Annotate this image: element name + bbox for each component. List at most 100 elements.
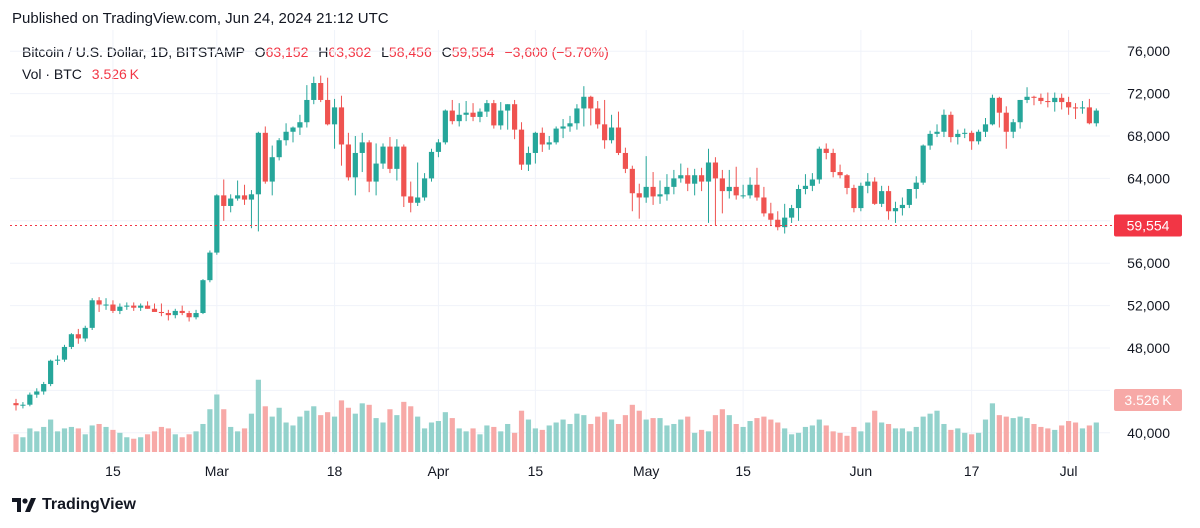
- candle-body: [158, 311, 165, 314]
- volume-bar: [941, 423, 947, 452]
- volume-bar: [442, 412, 448, 452]
- volume-bar: [913, 426, 919, 452]
- candle-body: [955, 133, 961, 138]
- volume-bar: [622, 415, 628, 452]
- candle-body: [484, 103, 490, 112]
- volume-bar: [1079, 428, 1086, 452]
- volume-bar: [484, 425, 490, 452]
- candle-body: [498, 110, 504, 126]
- volume-bar: [20, 437, 26, 452]
- volume-bar: [48, 419, 54, 452]
- published-caption: Published on TradingView.com, Jun 24, 20…: [12, 10, 389, 27]
- candle-body: [567, 123, 573, 127]
- volume-bar: [186, 434, 192, 452]
- volume-bar: [276, 407, 282, 452]
- volume-bar: [428, 422, 435, 452]
- candle-body: [193, 313, 199, 318]
- tradingview-logo[interactable]: TradingView: [12, 496, 136, 514]
- candle-body: [602, 124, 608, 141]
- candle-body: [1045, 101, 1051, 103]
- volume-bar: [297, 416, 303, 452]
- x-tick-label: 15: [735, 463, 751, 479]
- volume-bar: [366, 404, 372, 452]
- candle-body: [1031, 96, 1037, 98]
- candle-body: [1017, 99, 1023, 123]
- volume-bar: [491, 426, 497, 452]
- candle-body: [539, 132, 545, 145]
- candle-body: [698, 175, 705, 182]
- candle-body: [401, 146, 407, 197]
- close-value: 59,554: [451, 44, 495, 60]
- volume-bar: [228, 426, 234, 452]
- volume-bar: [13, 434, 19, 452]
- volume-bar: [1059, 425, 1065, 452]
- candle-body: [442, 110, 448, 143]
- x-tick-label: Apr: [428, 463, 450, 479]
- volume-bar: [872, 410, 878, 452]
- candle-body: [13, 403, 19, 406]
- candle-body: [373, 163, 379, 182]
- volume-bar: [41, 426, 47, 452]
- candle-body: [366, 142, 372, 182]
- volume-bar: [678, 419, 684, 452]
- volume-bar: [608, 419, 615, 452]
- candle-body: [311, 83, 317, 100]
- candle-body: [816, 148, 822, 180]
- volume-bar: [588, 423, 594, 452]
- volume-bar: [823, 425, 829, 452]
- candle-body: [96, 300, 102, 305]
- candle-body: [48, 360, 54, 385]
- volume-bar: [581, 415, 587, 452]
- volume-bar: [865, 422, 871, 452]
- volume-bar: [262, 406, 268, 452]
- candle-body: [740, 195, 746, 197]
- open-value: 63,152: [265, 44, 309, 60]
- candle-body: [214, 195, 220, 253]
- candle-body: [255, 132, 261, 195]
- tradingview-logo-text: TradingView: [42, 496, 136, 513]
- volume-bar: [782, 428, 788, 452]
- candle-body: [913, 182, 919, 189]
- candle-body: [705, 162, 712, 182]
- candle-body: [795, 189, 802, 209]
- candle-body: [920, 145, 926, 183]
- volume-bar: [602, 412, 608, 452]
- candle-body: [338, 107, 345, 145]
- candle-body: [802, 185, 809, 189]
- candle-body: [768, 213, 774, 220]
- volume-bar: [96, 423, 102, 452]
- candle-body: [650, 186, 656, 197]
- candle-body: [290, 127, 296, 132]
- candle-body: [844, 175, 850, 188]
- candle-body: [754, 184, 760, 198]
- symbol-legend: Bitcoin / U.S. Dollar, 1D, BITSTAMP O63,…: [22, 44, 609, 60]
- volume-bar: [179, 437, 185, 452]
- candle-body: [394, 146, 400, 169]
- candle-body: [608, 127, 615, 141]
- candle-body: [380, 146, 386, 164]
- volume-bar: [1086, 425, 1092, 452]
- volume-bar: [553, 422, 559, 452]
- volume-bar: [712, 415, 719, 452]
- volume-bar: [948, 429, 954, 452]
- volume-bar: [698, 429, 705, 452]
- candle-body: [138, 305, 144, 308]
- volume-bar: [103, 426, 109, 452]
- volume-bar: [470, 428, 476, 452]
- y-tick-label: 64,000: [1127, 170, 1170, 186]
- volume-bar: [1045, 428, 1051, 452]
- candle-body: [622, 152, 628, 169]
- candle-body: [851, 187, 857, 209]
- last-price-label: 59,554: [1127, 218, 1170, 234]
- volume-bar: [906, 431, 912, 452]
- candle-body: [408, 196, 414, 203]
- candle-body: [775, 219, 781, 228]
- x-tick-label: Mar: [205, 463, 229, 479]
- y-tick-label: 56,000: [1127, 255, 1170, 271]
- candle-body: [387, 146, 393, 169]
- candle-body: [200, 280, 206, 314]
- candle-body: [989, 97, 996, 125]
- x-tick-label: 17: [964, 463, 980, 479]
- volume-bar: [934, 410, 940, 452]
